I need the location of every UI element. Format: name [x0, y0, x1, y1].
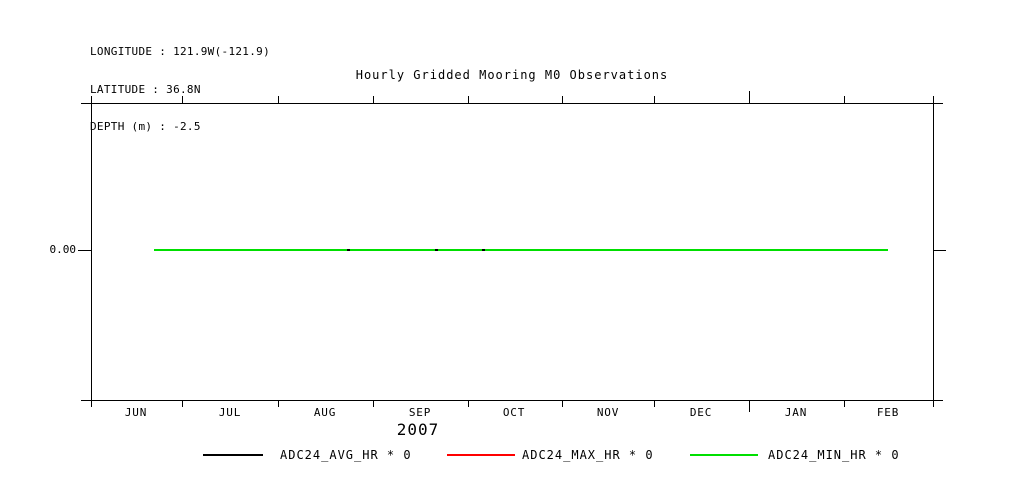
x-axis-month-label-oct: OCT [502, 406, 526, 419]
x-axis-month-label-jul: JUL [218, 406, 242, 419]
x-axis-tick-top [844, 96, 845, 103]
y-axis-tick-right [933, 400, 943, 401]
x-axis-year-label: 2007 [396, 420, 440, 439]
x-axis-tick-bottom [182, 400, 183, 407]
x-axis-tick-bottom [562, 400, 563, 407]
x-axis-tick-top [373, 96, 374, 103]
legend-line-sample [690, 454, 758, 456]
y-axis-tick-left [81, 103, 91, 104]
x-axis-tick-top [562, 96, 563, 103]
y-axis-tick-left [78, 250, 91, 251]
x-axis-tick-bottom [278, 400, 279, 407]
y-axis-tick-label-zero: 0.00 [49, 243, 77, 256]
x-axis-tick-top [933, 96, 934, 103]
y-axis-tick-left [81, 400, 91, 401]
avg-series-fragment [347, 249, 350, 251]
legend-label: ADC24_MIN_HR * 0 [768, 448, 900, 462]
x-axis-tick-top [182, 96, 183, 103]
depth-label: DEPTH (m) : -2.5 [90, 120, 201, 133]
avg-series-fragment [482, 249, 485, 251]
longitude-label: LONGITUDE : 121.9W(-121.9) [90, 45, 270, 58]
chart-title: Hourly Gridded Mooring M0 Observations [355, 68, 669, 82]
legend-label: ADC24_AVG_HR * 0 [280, 448, 412, 462]
x-axis-tick-top [278, 96, 279, 103]
x-axis-tick-bottom [844, 400, 845, 407]
x-axis-month-label-nov: NOV [596, 406, 620, 419]
x-axis-tick-bottom [933, 400, 934, 407]
plot-area [91, 103, 934, 401]
legend-line-sample [447, 454, 515, 456]
x-axis-tick-top [749, 91, 750, 103]
x-axis-month-label-dec: DEC [689, 406, 713, 419]
x-axis-month-label-aug: AUG [313, 406, 337, 419]
latitude-label: LATITUDE : 36.8N [90, 82, 201, 96]
x-axis-month-label-sep: SEP [408, 406, 432, 419]
y-axis-tick-right [933, 250, 946, 251]
x-axis-tick-bottom [654, 400, 655, 407]
x-axis-tick-bottom [373, 400, 374, 407]
legend-label: ADC24_MAX_HR * 0 [522, 448, 654, 462]
x-axis-tick-bottom [468, 400, 469, 407]
x-axis-month-label-jun: JUN [124, 406, 148, 419]
header-metadata: LONGITUDE : 121.9W(-121.9) LATITUDE : 36… [90, 21, 270, 159]
x-axis-tick-bottom [749, 400, 750, 412]
x-axis-month-label-feb: FEB [876, 406, 900, 419]
x-axis-tick-top [654, 96, 655, 103]
legend-line-sample [203, 454, 263, 456]
x-axis-tick-top [91, 96, 92, 103]
min-series-zero-line [154, 249, 888, 251]
x-axis-tick-bottom [91, 400, 92, 407]
x-axis-month-label-jan: JAN [784, 406, 808, 419]
y-axis-tick-right [933, 103, 943, 104]
avg-series-fragment [435, 249, 438, 251]
x-axis-tick-top [468, 96, 469, 103]
